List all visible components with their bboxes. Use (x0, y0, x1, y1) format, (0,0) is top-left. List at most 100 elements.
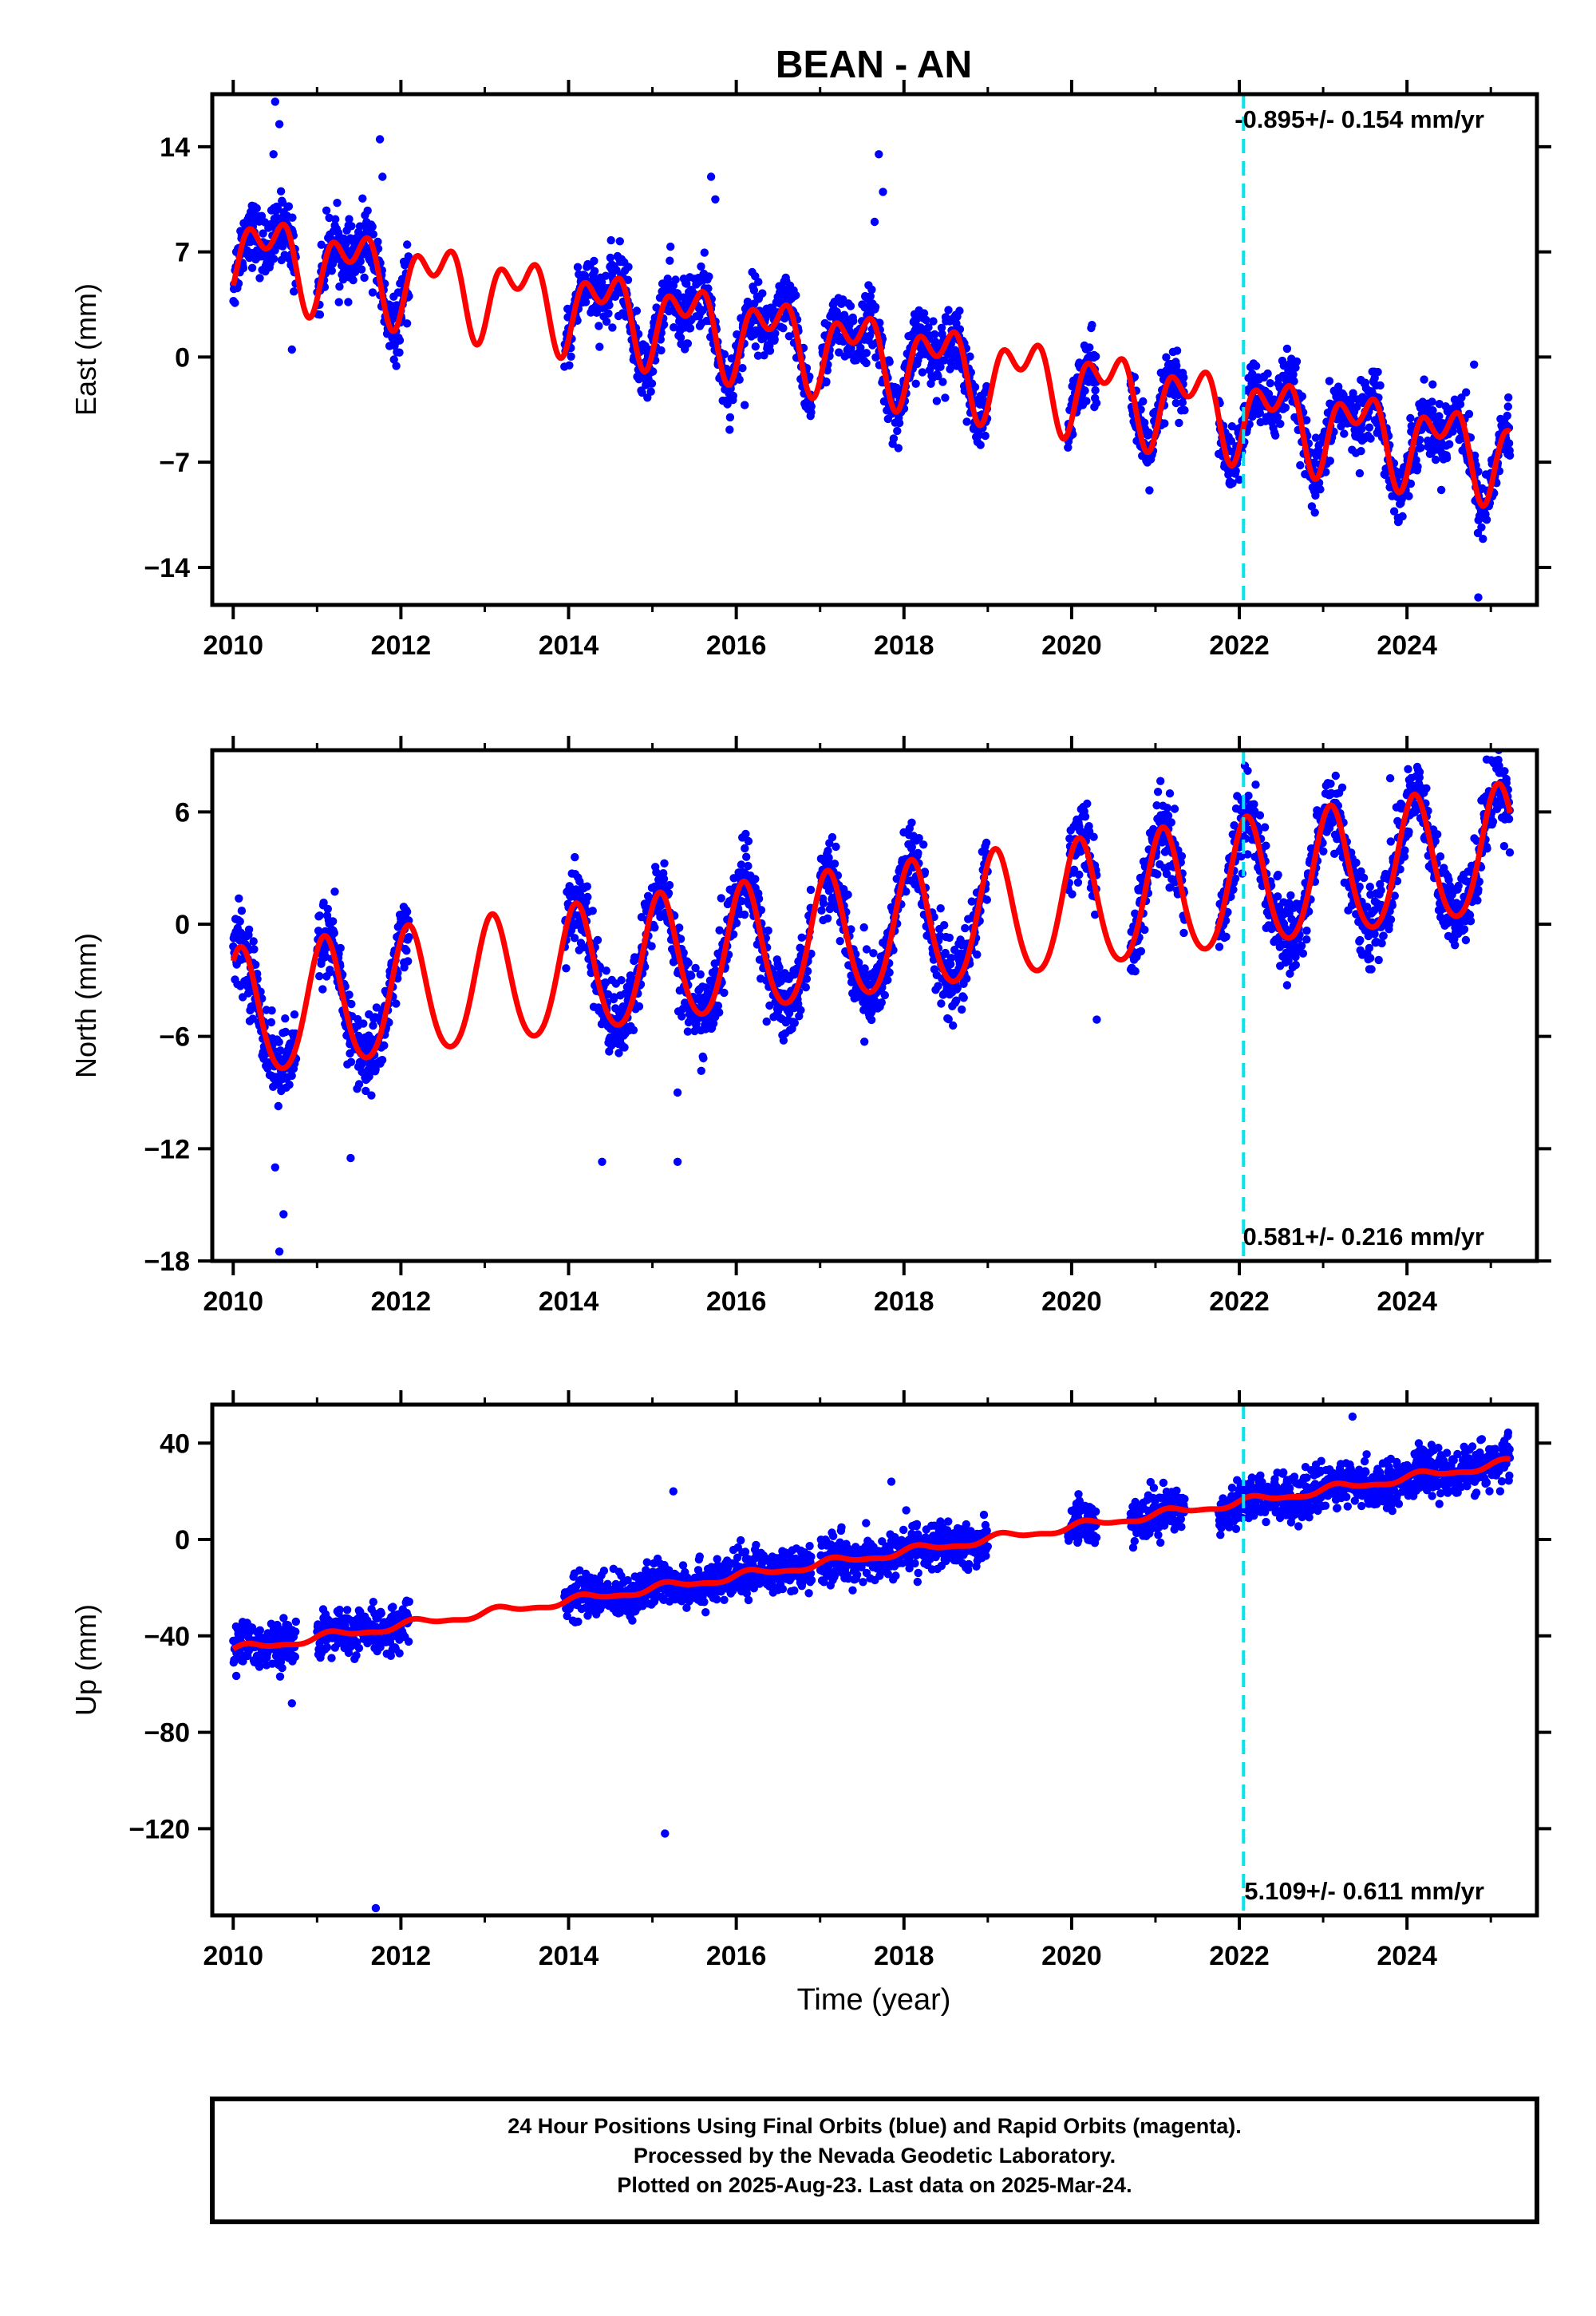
north-obs-point (249, 937, 258, 946)
east-obs-point (373, 237, 382, 247)
east-obs-point (581, 298, 591, 306)
east-obs-point (1505, 451, 1515, 460)
north-obs-point (659, 875, 669, 883)
north-obs-point (817, 906, 826, 915)
east-obs-point (760, 351, 768, 360)
east-outlier-point (711, 195, 720, 204)
east-obs-point (893, 426, 902, 436)
east-obs-point (276, 187, 286, 196)
north-obs-point (1222, 932, 1231, 942)
north-obs-point (830, 860, 839, 868)
north-obs-point (828, 832, 837, 842)
east-obs-point (889, 434, 899, 443)
east-obs-point (1180, 405, 1189, 415)
east-obs-point (1281, 403, 1290, 412)
east-obs-point (1276, 419, 1285, 429)
north-obs-point (936, 904, 945, 913)
north-obs-point (285, 1081, 294, 1089)
north-obs-point (696, 970, 705, 979)
north-obs-point (796, 1006, 805, 1015)
north-obs-point (1319, 847, 1328, 856)
east-obs-point (239, 263, 248, 273)
north-obs-point (732, 919, 741, 927)
north-obs-point (1260, 823, 1270, 832)
east-obs-point (1355, 468, 1365, 478)
north-obs-point (1377, 886, 1385, 895)
north-obs-point (1367, 965, 1376, 974)
north-obs-point (1273, 892, 1282, 901)
east-obs-point (1442, 453, 1452, 463)
north-obs-point (1156, 777, 1165, 785)
north-obs-point (717, 894, 725, 903)
east-obs-point (345, 215, 354, 223)
east-obs-point (779, 324, 788, 333)
east-obs-point (1366, 434, 1375, 443)
north-obs-point (588, 907, 597, 915)
north-obs-point (762, 1017, 771, 1026)
east-obs-point (349, 275, 358, 285)
east-obs-point (623, 275, 633, 284)
east-obs-point (363, 206, 372, 215)
north-obs-point (843, 890, 852, 899)
north-obs-point (790, 1018, 799, 1028)
east-obs-point (846, 302, 855, 310)
north-obs-point (359, 1019, 368, 1028)
north-obs-point (744, 836, 753, 846)
north-obs-point (1365, 883, 1375, 891)
east-obs-point (981, 431, 990, 441)
east-obs-point (749, 286, 759, 294)
east-obs-point (758, 289, 767, 298)
east-obs-point (271, 246, 279, 255)
east-obs-point (632, 306, 642, 315)
north-obs-point (1337, 783, 1347, 792)
east-obs-point (895, 418, 904, 428)
east-obs-point (1482, 516, 1491, 524)
east-obs-point (602, 317, 611, 326)
north-obs-point (620, 1043, 629, 1052)
east-obs-point (934, 372, 942, 381)
east-x-tick-label: 2020 (1041, 630, 1102, 661)
east-obs-point (1171, 398, 1181, 408)
north-obs-point (1404, 765, 1412, 773)
east-obs-point (705, 272, 713, 281)
east-obs-point (360, 273, 369, 283)
north-obs-point (1377, 939, 1386, 948)
east-obs-point (657, 346, 666, 355)
east-obs-point (606, 235, 615, 245)
east-obs-point (638, 388, 646, 397)
east-obs-point (565, 361, 574, 370)
east-obs-point (1175, 418, 1183, 428)
north-obs-point (982, 838, 991, 848)
north-obs-point (1089, 832, 1098, 841)
north-obs-point (860, 1037, 869, 1046)
east-obs-point (255, 274, 264, 283)
east-obs-point (976, 441, 985, 449)
east-obs-point (1145, 486, 1154, 495)
east-obs-point (929, 317, 938, 326)
east-obs-point (849, 317, 858, 326)
east-x-tick-label: 2022 (1209, 630, 1270, 661)
east-obs-point (835, 348, 843, 357)
east-rate-label: -0.895+/- 0.154 mm/yr (1235, 105, 1484, 133)
north-obs-point (741, 829, 750, 839)
east-obs-point (1082, 397, 1091, 405)
east-obs-point (331, 215, 340, 223)
east-outlier-point (879, 188, 887, 196)
east-obs-point (771, 329, 780, 338)
north-obs-point (562, 964, 571, 973)
north-obs-point (1374, 955, 1383, 965)
north-obs-point (1359, 873, 1369, 883)
north-obs-point (267, 1006, 276, 1015)
north-obs-point (1075, 870, 1084, 879)
east-obs-point (725, 425, 734, 434)
north-obs-point (914, 848, 922, 858)
north-obs-point (697, 1066, 705, 1076)
north-obs-point (1251, 781, 1260, 789)
east-obs-point (590, 267, 599, 275)
north-obs-point (801, 983, 810, 992)
north-obs-point (937, 999, 946, 1008)
east-obs-point (252, 204, 261, 213)
east-obs-point (1227, 437, 1236, 445)
east-obs-point (1365, 423, 1374, 432)
